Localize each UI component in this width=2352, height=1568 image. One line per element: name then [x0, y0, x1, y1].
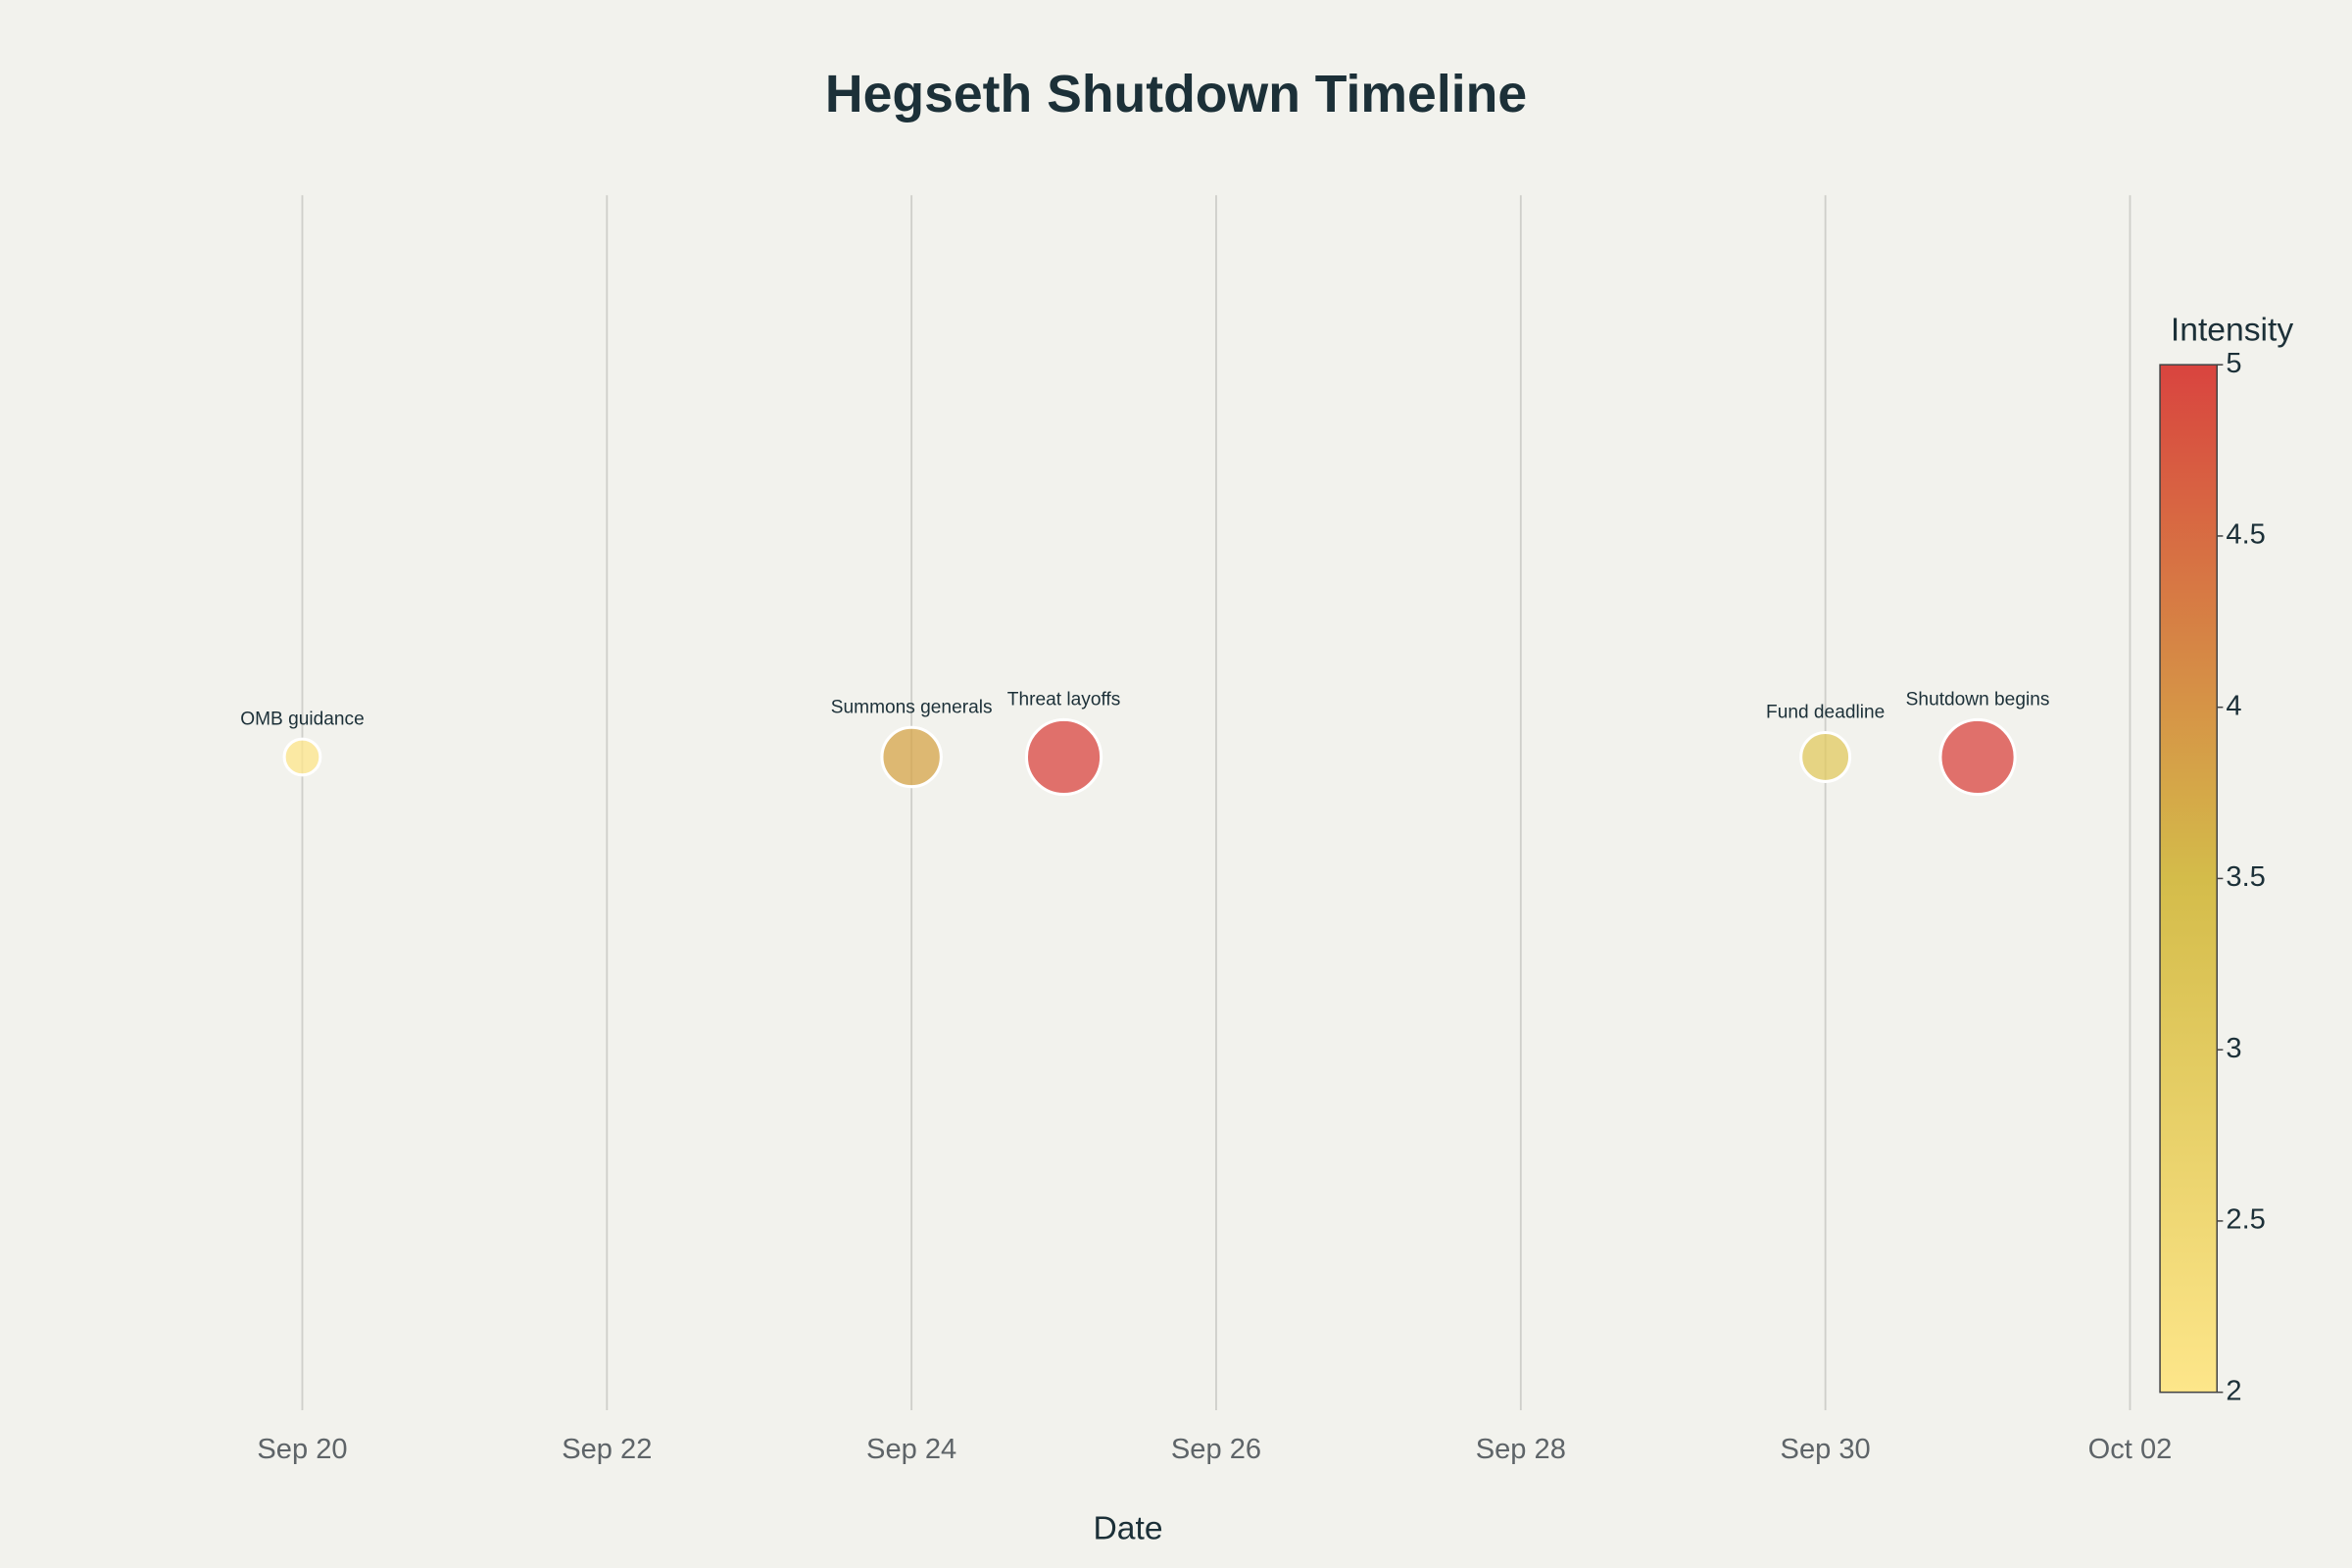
x-tick-label: Sep 20 — [257, 1434, 347, 1465]
x-tick-label: Sep 26 — [1171, 1434, 1261, 1465]
x-tick-label: Sep 30 — [1781, 1434, 1871, 1465]
colorbar-tick-label: 4 — [2226, 690, 2241, 721]
colorbar-tick-label: 3.5 — [2226, 861, 2265, 893]
x-tick-label: Sep 24 — [866, 1434, 956, 1465]
colorbar-tick-label: 3 — [2226, 1033, 2241, 1064]
event-label: Fund deadline — [1766, 703, 1885, 723]
event-marker — [1938, 717, 2017, 797]
colorbar-tick-label: 2 — [2226, 1375, 2241, 1406]
x-axis-title: Date — [1093, 1510, 1162, 1546]
colorbar-title: Intensity — [2171, 312, 2294, 348]
x-tick-label: Oct 02 — [2088, 1434, 2173, 1465]
event-marker — [1799, 730, 1852, 783]
colorbar-tick-label: 5 — [2226, 348, 2241, 379]
x-tick-label: Sep 22 — [562, 1434, 652, 1465]
event-label: Summons generals — [831, 697, 993, 717]
x-tick-label: Sep 28 — [1476, 1434, 1566, 1465]
event-label: Threat layoffs — [1007, 690, 1121, 710]
event-label: Shutdown begins — [1906, 690, 2050, 710]
event-marker — [880, 725, 943, 789]
event-marker — [1024, 717, 1103, 797]
event-label: OMB guidance — [240, 709, 365, 729]
colorbar-tick-label: 2.5 — [2226, 1204, 2265, 1236]
chart-title: Hegseth Shutdown Timeline — [825, 66, 1527, 123]
colorbar-tick-label: 4.5 — [2226, 519, 2265, 551]
event-marker — [282, 737, 322, 777]
colorbar — [2159, 364, 2219, 1394]
